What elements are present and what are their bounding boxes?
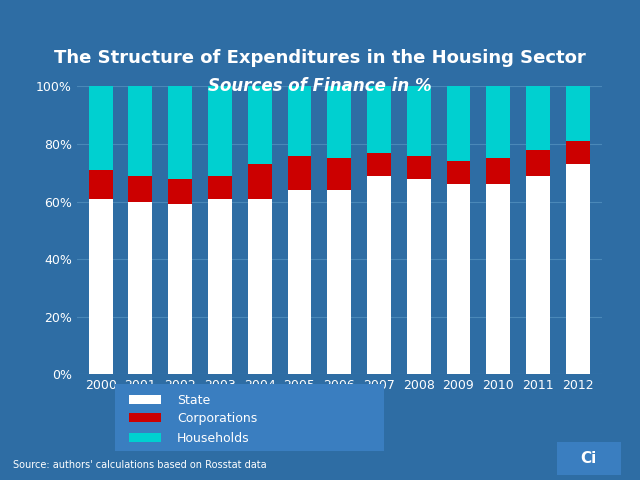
Bar: [407, 179, 431, 374]
Bar: [526, 176, 550, 374]
Bar: [129, 176, 152, 202]
Bar: [208, 86, 232, 176]
Bar: [248, 164, 271, 199]
Bar: [129, 86, 152, 176]
Bar: [447, 161, 470, 184]
Bar: [367, 176, 391, 374]
Bar: [486, 86, 510, 158]
Bar: [248, 199, 271, 374]
Bar: [248, 86, 271, 164]
FancyBboxPatch shape: [129, 413, 161, 422]
Bar: [208, 199, 232, 374]
Bar: [407, 156, 431, 179]
Bar: [566, 164, 589, 374]
Bar: [287, 190, 312, 374]
Bar: [367, 153, 391, 176]
Bar: [168, 179, 192, 204]
Bar: [89, 199, 113, 374]
Bar: [327, 190, 351, 374]
Text: Sources of Finance in %: Sources of Finance in %: [208, 77, 432, 96]
Bar: [486, 158, 510, 184]
Bar: [447, 184, 470, 374]
Text: Source: authors' calculations based on Rosstat data: Source: authors' calculations based on R…: [13, 460, 266, 470]
Text: Ci: Ci: [580, 451, 597, 466]
Text: State: State: [177, 394, 211, 407]
Bar: [566, 86, 589, 141]
Bar: [129, 202, 152, 374]
Bar: [526, 150, 550, 176]
Bar: [526, 86, 550, 150]
Bar: [168, 86, 192, 179]
FancyBboxPatch shape: [129, 433, 161, 443]
Bar: [566, 141, 589, 164]
Bar: [287, 156, 312, 190]
Bar: [486, 184, 510, 374]
Bar: [89, 86, 113, 170]
Bar: [168, 204, 192, 374]
Text: Households: Households: [177, 432, 250, 445]
FancyBboxPatch shape: [129, 395, 161, 404]
Bar: [287, 86, 312, 156]
Bar: [327, 86, 351, 158]
Text: Corporations: Corporations: [177, 412, 257, 425]
Bar: [367, 86, 391, 153]
Bar: [407, 86, 431, 156]
Bar: [89, 170, 113, 199]
Text: The Structure of Expenditures in the Housing Sector: The Structure of Expenditures in the Hou…: [54, 48, 586, 67]
Bar: [447, 86, 470, 161]
Bar: [327, 158, 351, 190]
Bar: [208, 176, 232, 199]
